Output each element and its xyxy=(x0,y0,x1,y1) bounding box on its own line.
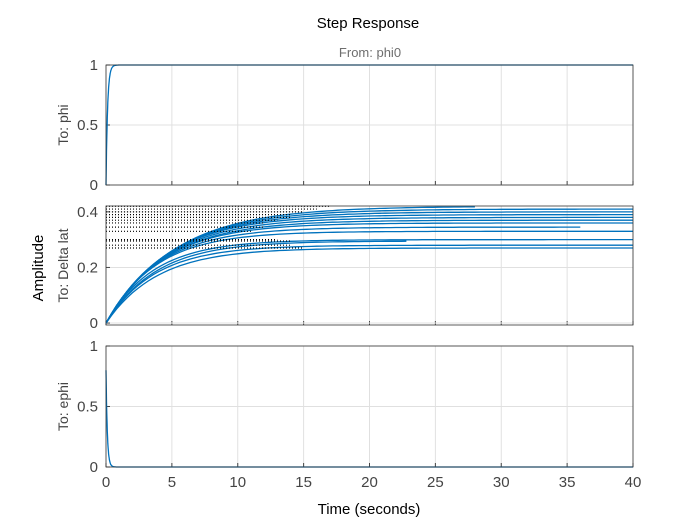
response-line xyxy=(105,226,581,324)
x-tick-label: 35 xyxy=(559,474,576,491)
response-line xyxy=(105,238,633,324)
panel-to-delta-lat: 0 0.2 0.4 To: Delta lat xyxy=(55,204,634,332)
axes-box xyxy=(105,64,634,186)
x-tick-label: 30 xyxy=(493,474,510,491)
x-tick-label: 15 xyxy=(295,474,312,491)
row-label: To: ephi xyxy=(55,382,71,431)
x-tick-label: 0 xyxy=(102,474,110,491)
x-tick-label: 40 xyxy=(625,474,642,491)
axes-box xyxy=(105,205,634,326)
y-tick-label: 0.2 xyxy=(77,259,98,276)
x-tick-label: 25 xyxy=(427,474,444,491)
response-line xyxy=(105,244,633,324)
response-line xyxy=(105,222,633,324)
chart-title: Step Response xyxy=(317,15,420,32)
y-tick-label: 0 xyxy=(90,177,98,194)
y-tick-label: 0.4 xyxy=(77,204,98,221)
panel-to-ephi: 0 5 10 15 20 25 30 35 40 0 0.5 1 To: ephi xyxy=(55,338,641,491)
y-tick-label: 1 xyxy=(90,338,98,355)
axes-box xyxy=(105,345,634,468)
panel-to-phi: 0 0.5 1 To: phi xyxy=(55,57,634,194)
y-tick-label: 0 xyxy=(90,459,98,476)
response-line xyxy=(105,247,633,324)
y-tick-label: 0.5 xyxy=(77,117,98,134)
y-tick-label: 0 xyxy=(90,315,98,332)
response-line xyxy=(105,230,633,324)
row-label: To: Delta lat xyxy=(55,228,71,302)
x-tick-label: 10 xyxy=(229,474,246,491)
y-axis-label: Amplitude xyxy=(30,235,47,302)
x-axis-label: Time (seconds) xyxy=(318,501,421,518)
chart-subtitle: From: phi0 xyxy=(339,45,401,60)
x-tick-label: 5 xyxy=(168,474,176,491)
x-tick-label: 20 xyxy=(361,474,378,491)
y-tick-label: 0.5 xyxy=(77,399,98,416)
row-label: To: phi xyxy=(55,104,71,145)
y-tick-label: 1 xyxy=(90,57,98,74)
